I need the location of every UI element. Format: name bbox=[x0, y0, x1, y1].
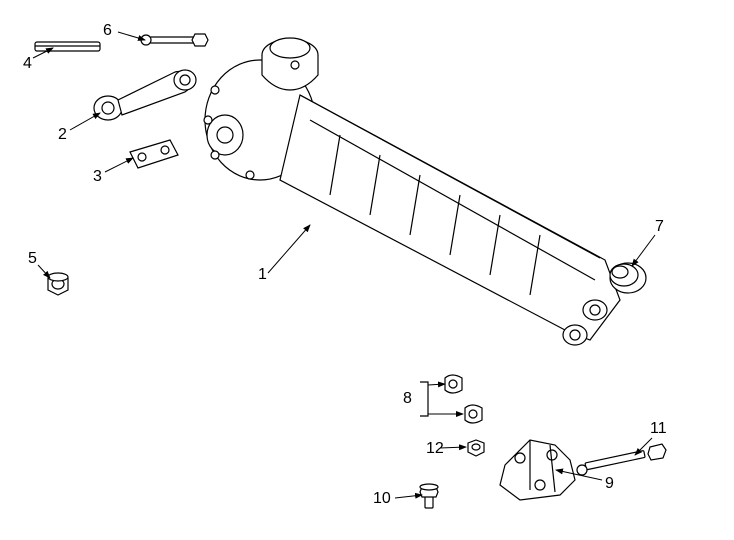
label-3: 3 bbox=[93, 168, 102, 186]
part-clips bbox=[420, 375, 482, 423]
label-7: 7 bbox=[655, 218, 664, 236]
part-small-nut bbox=[468, 440, 484, 456]
part-mount-bracket bbox=[500, 440, 575, 500]
label-5: 5 bbox=[28, 250, 37, 268]
label-4: 4 bbox=[23, 55, 32, 73]
part-rod bbox=[35, 42, 100, 51]
part-control-arm bbox=[94, 70, 196, 120]
part-bolt-upper bbox=[141, 34, 208, 46]
part-long-bolt bbox=[577, 444, 666, 475]
part-axle-housing bbox=[204, 38, 620, 345]
label-9: 9 bbox=[605, 475, 614, 493]
label-1: 1 bbox=[258, 266, 267, 284]
part-bushing bbox=[610, 263, 646, 293]
parts-diagram: 1 2 3 4 5 6 7 8 9 10 11 12 bbox=[0, 0, 734, 540]
label-12: 12 bbox=[426, 440, 444, 458]
part-bracket-plate bbox=[130, 140, 178, 168]
label-11: 11 bbox=[650, 420, 667, 438]
label-10: 10 bbox=[373, 490, 391, 508]
label-2: 2 bbox=[58, 126, 67, 144]
part-bolt-lower bbox=[420, 484, 438, 508]
label-6: 6 bbox=[103, 22, 112, 40]
label-8: 8 bbox=[403, 390, 412, 408]
part-nut bbox=[48, 273, 68, 295]
diagram-svg bbox=[0, 0, 734, 540]
